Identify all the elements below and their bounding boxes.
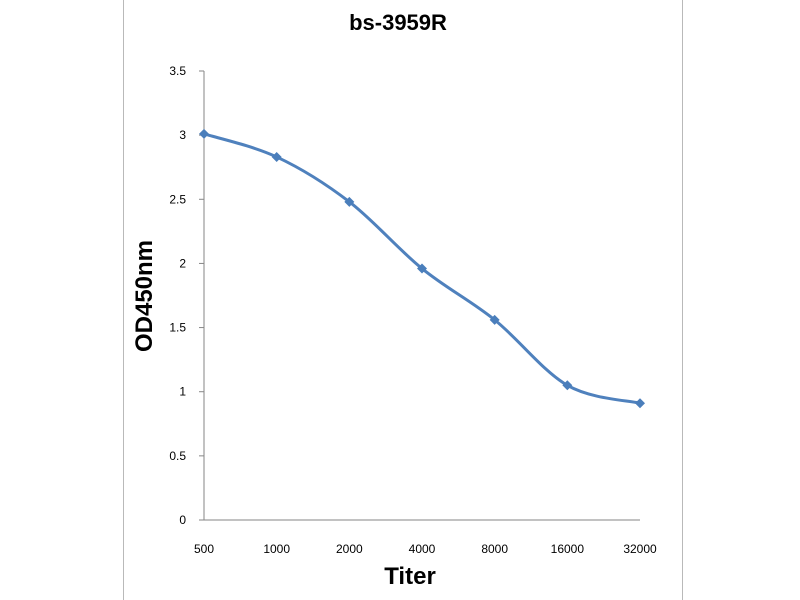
data-point [417,263,427,274]
data-point [562,380,573,391]
y-axis-title: OD450nm [131,240,158,352]
y-tick-label: 2.5 [169,192,186,206]
y-tick-label: 0.5 [169,449,186,463]
data-point [199,128,209,139]
x-tick-label: 500 [194,542,214,556]
x-tick-label: 2000 [336,542,363,556]
x-tick-label: 32000 [623,542,657,556]
y-tick-label: 1 [179,385,186,399]
y-tick-label: 1.5 [169,321,186,335]
y-tick-label: 3 [179,128,186,142]
y-axis: 0 0.5 1 1.5 2 2.5 3 3.5 [169,64,205,527]
x-axis: 500 1000 2000 4000 8000 16000 32000 [194,519,657,556]
chart-frame [123,0,683,600]
data-series [199,128,645,409]
x-tick-label: 4000 [409,542,436,556]
data-point [489,314,500,325]
chart-title: bs-3959R [349,10,447,35]
y-tick-label: 0 [179,513,186,527]
data-point [635,398,645,409]
x-tick-label: 8000 [481,542,508,556]
y-tick-label: 2 [179,256,186,270]
data-point [271,151,282,162]
data-point [344,196,355,207]
x-tick-label: 1000 [263,542,290,556]
x-axis-title: Titer [384,563,436,590]
y-tick-label: 3.5 [169,64,186,78]
x-tick-label: 16000 [551,542,585,556]
